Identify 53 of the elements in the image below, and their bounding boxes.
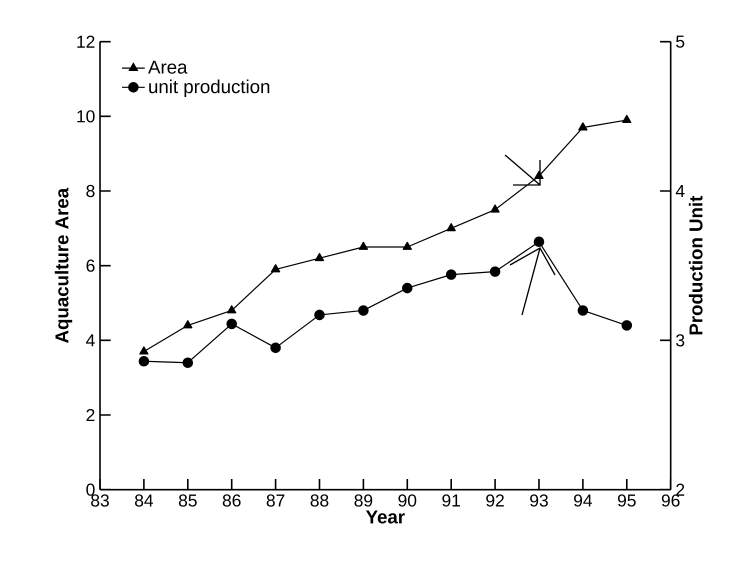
x-tick-label: 88 [310,494,328,507]
y-tick-label: 4 [86,334,95,346]
point [183,320,192,328]
point [139,346,149,354]
point [270,342,281,354]
y-axis-title: Aquaculture Area [54,188,72,344]
x-tick-label: 94 [574,494,592,507]
x-tick-label: 93 [530,494,548,507]
point [578,305,588,316]
y-tick-label: 8 [86,184,95,198]
point [534,236,544,248]
point [182,357,194,368]
y-tick-label: 12 [77,36,94,48]
point [314,310,325,320]
point [446,269,456,280]
point [138,356,150,367]
x-tick-label: 83 [91,494,109,507]
point [578,122,588,130]
y2-tick-label: 4 [676,185,685,197]
y-tick-label: 10 [77,110,95,122]
legend-label: unit production [149,80,270,97]
point [446,223,456,232]
y-tick-label: 6 [86,260,95,272]
x-tick-label: 95 [618,494,636,507]
x-tick-label: 86 [222,494,241,507]
x-tick-label: 90 [398,494,416,507]
y2-axis-title: Production Unit [688,196,703,334]
point [226,318,237,330]
point [270,264,280,272]
point [490,266,500,277]
y-tick-label: 2 [86,408,94,422]
x-tick-label: 92 [486,494,504,507]
x-tick-label: 85 [178,494,197,507]
x-tick-label: 91 [442,494,460,507]
point [358,242,368,250]
point [227,305,236,314]
point [622,320,632,331]
point [402,282,413,294]
point [314,252,324,262]
x-tick-label: 84 [135,494,154,507]
y-tick-label: 0 [86,484,95,496]
y2-tick-label: 3 [676,334,684,346]
point [358,305,369,316]
point [490,204,500,213]
y2-tick-label: 2 [676,484,684,496]
x-tick-label: 89 [354,494,372,507]
legend-label: Area [148,60,188,74]
x-tick-label: 87 [266,494,284,507]
x-tick-label: 96 [662,494,680,507]
point [402,242,412,250]
x-axis-title: Year [366,510,405,524]
y2-tick-label: 5 [676,36,684,48]
point [622,114,632,123]
